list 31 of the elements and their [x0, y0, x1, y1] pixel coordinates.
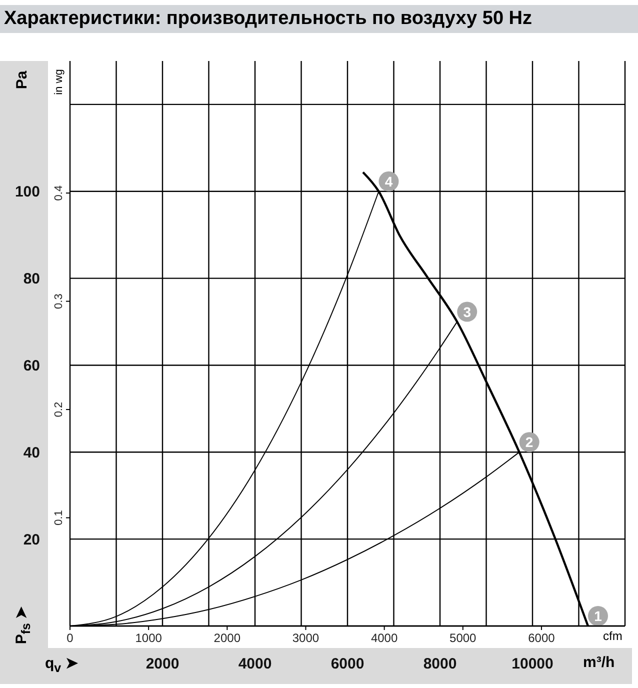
y2-tick-label: 0.4: [53, 185, 65, 201]
x2-tick-label: 4000: [370, 631, 398, 645]
x2-tick-label: 5000: [450, 631, 477, 645]
y2-tick-label: 0.2: [53, 402, 65, 418]
x-tick-label: 6000: [330, 656, 364, 673]
text: q$_{v}$ ➤: [45, 654, 78, 675]
y-tick-label: 100: [14, 184, 40, 201]
x2-tick-label: 1000: [135, 631, 162, 645]
y-tick-label: 40: [23, 444, 40, 462]
x2-tick-label: 6000: [528, 631, 556, 645]
x-tick-label: 10000: [512, 656, 554, 673]
annotation: 3: [463, 304, 472, 320]
y-tick-label: 20: [23, 531, 40, 548]
x2-tick-label: 3000: [292, 631, 320, 645]
y2-tick-label: 0.3: [53, 294, 65, 309]
y-tick-label: 80: [23, 270, 40, 288]
x-tick-label: 2000: [146, 656, 180, 673]
chart-title: Характеристики: производительность по воздуху 50 Hz: [0, 5, 638, 33]
y-axis-title: Pa: [14, 70, 30, 90]
annotation: 1: [594, 608, 602, 624]
y-tick-label: 60: [23, 358, 40, 375]
x-tick-label: 4000: [238, 656, 272, 673]
x-tick-label: 8000: [423, 656, 457, 673]
annotation: 4: [384, 173, 393, 190]
annotation: 2: [525, 434, 534, 450]
x2-tick-label: 2000: [214, 631, 241, 645]
y2-axis-title: in wg: [53, 69, 65, 95]
x2-axis-title: cfm: [603, 629, 622, 643]
x-axis-title: m³/h: [583, 654, 615, 671]
x2-tick-label: 0: [66, 631, 74, 645]
y2-tick-label: 0.1: [53, 510, 65, 526]
